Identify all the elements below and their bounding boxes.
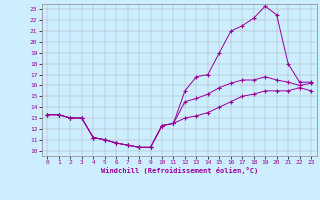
- X-axis label: Windchill (Refroidissement éolien,°C): Windchill (Refroidissement éolien,°C): [100, 167, 258, 174]
